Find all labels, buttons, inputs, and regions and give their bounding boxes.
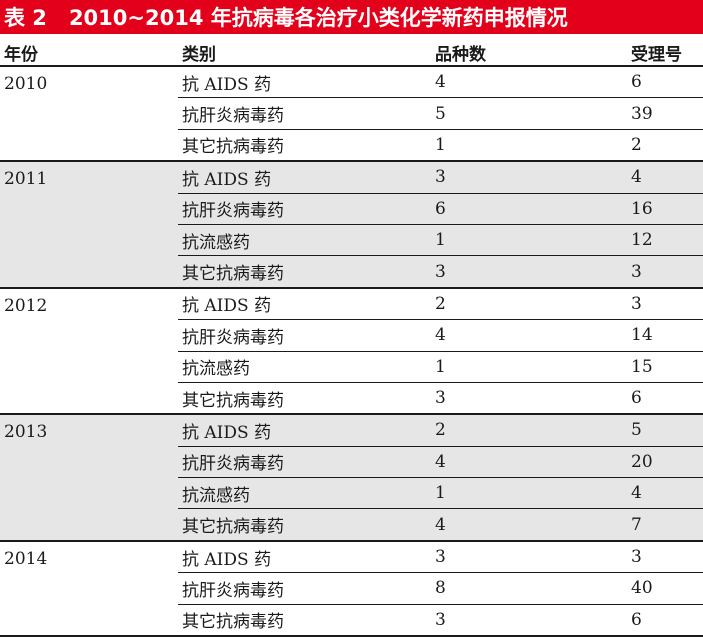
category-cell: 抗肝炎病毒药 (178, 572, 435, 605)
table-row: 其它抗病毒药 3 6 (0, 382, 703, 416)
header-category: 类别 (182, 45, 216, 65)
year-cell: 2014 (0, 540, 178, 637)
category-cell: 抗 AIDS 药 (178, 67, 435, 99)
table-row: 抗流感药 1 12 (0, 224, 703, 257)
varieties-cell: 6 (435, 193, 631, 225)
year-cell: 2011 (0, 161, 178, 289)
category-cell: 其它抗病毒药 (178, 129, 435, 163)
acceptance-cell: 7 (631, 508, 703, 542)
acceptance-cell: 3 (631, 255, 703, 289)
table-row: 其它抗病毒药 1 2 (0, 129, 703, 163)
acceptance-cell: 4 (631, 477, 703, 510)
year-group-2013: 2013 抗 AIDS 药 2 5 抗肝炎病毒药 4 20 抗流感药 1 4 其它抗病毒药 4 7 (0, 414, 703, 542)
category-cell: 抗肝炎病毒药 (178, 193, 435, 225)
year-group-2010: 2010 抗 AIDS 药 4 6 抗肝炎病毒药 5 39 其它抗病毒药 1 2 (0, 67, 703, 163)
acceptance-cell: 16 (631, 193, 703, 225)
category-cell: 抗 AIDS 药 (178, 540, 435, 574)
category-cell: 其它抗病毒药 (178, 255, 435, 289)
varieties-cell: 1 (435, 129, 631, 163)
varieties-cell: 1 (435, 351, 631, 383)
acceptance-cell: 39 (631, 97, 703, 130)
acceptance-cell: 6 (631, 382, 703, 416)
table-row: 抗肝炎病毒药 8 40 (0, 572, 703, 605)
category-cell: 抗肝炎病毒药 (178, 319, 435, 352)
year-group-2011: 2011 抗 AIDS 药 3 4 抗肝炎病毒药 6 16 抗流感药 1 12 其它抗病毒药 3 3 (0, 161, 703, 289)
varieties-cell: 4 (435, 319, 631, 352)
year-cell: 2013 (0, 414, 178, 542)
table-row: 抗肝炎病毒药 6 16 (0, 193, 703, 225)
acceptance-cell: 3 (631, 287, 703, 321)
acceptance-cell: 2 (631, 129, 703, 163)
varieties-cell: 3 (435, 161, 631, 194)
varieties-cell: 3 (435, 604, 631, 637)
varieties-cell: 3 (435, 255, 631, 289)
acceptance-cell: 6 (631, 67, 703, 99)
acceptance-cell: 3 (631, 540, 703, 574)
category-cell: 其它抗病毒药 (178, 382, 435, 416)
varieties-cell: 3 (435, 540, 631, 574)
acceptance-cell: 5 (631, 414, 703, 447)
acceptance-cell: 12 (631, 224, 703, 257)
varieties-cell: 4 (435, 67, 631, 99)
table-row: 其它抗病毒药 4 7 (0, 508, 703, 542)
table-row: 抗流感药 1 15 (0, 351, 703, 383)
varieties-cell: 3 (435, 382, 631, 416)
table-title: 2010~2014 年抗病毒各治疗小类化学新药申报情况 (68, 6, 568, 30)
acceptance-cell: 40 (631, 572, 703, 605)
table-row: 抗流感药 1 4 (0, 477, 703, 510)
varieties-cell: 2 (435, 287, 631, 321)
acceptance-cell: 15 (631, 351, 703, 383)
header-varieties: 品种数 (435, 45, 486, 65)
acceptance-cell: 6 (631, 604, 703, 637)
category-cell: 抗流感药 (178, 224, 435, 257)
varieties-cell: 4 (435, 446, 631, 479)
acceptance-cell: 14 (631, 319, 703, 352)
year-group-2012: 2012 抗 AIDS 药 2 3 抗肝炎病毒药 4 14 抗流感药 1 15 其它抗病毒药 3 6 (0, 287, 703, 416)
category-cell: 抗 AIDS 药 (178, 287, 435, 321)
category-cell: 抗流感药 (178, 351, 435, 383)
table-number: 表 2 (4, 6, 47, 30)
varieties-cell: 8 (435, 572, 631, 605)
acceptance-cell: 4 (631, 161, 703, 194)
category-cell: 抗肝炎病毒药 (178, 97, 435, 130)
header-acceptance: 受理号 (631, 45, 682, 65)
data-table: 2010 抗 AIDS 药 4 6 抗肝炎病毒药 5 39 其它抗病毒药 1 2 2011 抗 AID… (0, 67, 703, 637)
varieties-cell: 2 (435, 414, 631, 447)
varieties-cell: 1 (435, 477, 631, 510)
year-group-2014: 2014 抗 AIDS 药 3 3 抗肝炎病毒药 8 40 其它抗病毒药 3 6 (0, 540, 703, 637)
varieties-cell: 4 (435, 508, 631, 542)
year-cell: 2012 (0, 287, 178, 416)
table-row: 抗肝炎病毒药 5 39 (0, 97, 703, 130)
varieties-cell: 1 (435, 224, 631, 257)
category-cell: 抗流感药 (178, 477, 435, 510)
acceptance-cell: 20 (631, 446, 703, 479)
header-year: 年份 (4, 45, 38, 65)
table-row: 抗肝炎病毒药 4 20 (0, 446, 703, 479)
category-cell: 抗 AIDS 药 (178, 414, 435, 447)
category-cell: 抗 AIDS 药 (178, 161, 435, 194)
category-cell: 其它抗病毒药 (178, 508, 435, 542)
year-cell: 2010 (0, 67, 178, 163)
table-row: 抗肝炎病毒药 4 14 (0, 319, 703, 352)
category-cell: 抗肝炎病毒药 (178, 446, 435, 479)
table-header: 年份 类别 品种数 受理号 (0, 34, 703, 67)
varieties-cell: 5 (435, 97, 631, 130)
category-cell: 其它抗病毒药 (178, 604, 435, 637)
table-row: 其它抗病毒药 3 3 (0, 255, 703, 289)
table-title-bar: 表 2 2010~2014 年抗病毒各治疗小类化学新药申报情况 (0, 0, 703, 34)
